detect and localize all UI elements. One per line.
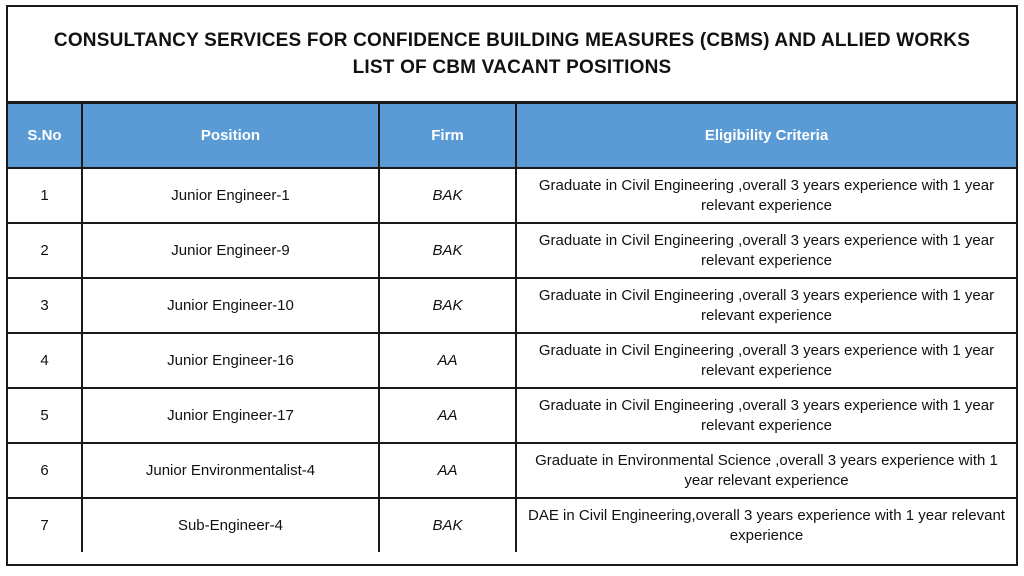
header-eligibility-criteria: Eligibility Criteria xyxy=(515,104,1016,169)
cell-criteria: Graduate in Civil Engineering ,overall 3… xyxy=(515,167,1016,224)
cell-position: Junior Engineer-17 xyxy=(81,387,380,444)
cell-sno: 4 xyxy=(8,332,83,389)
cell-sno: 1 xyxy=(8,167,83,224)
table-row: 6 Junior Environmentalist-4 AA Graduate … xyxy=(8,442,1016,499)
cell-sno: 2 xyxy=(8,222,83,279)
cell-sno: 5 xyxy=(8,387,83,444)
cell-criteria: Graduate in Environmental Science ,overa… xyxy=(515,442,1016,499)
table-row: 4 Junior Engineer-16 AA Graduate in Civi… xyxy=(8,332,1016,389)
cell-position: Junior Engineer-16 xyxy=(81,332,380,389)
cell-position: Junior Engineer-1 xyxy=(81,167,380,224)
header-position: Position xyxy=(81,104,380,169)
cell-firm: AA xyxy=(378,442,517,499)
cell-sno: 3 xyxy=(8,277,83,334)
header-firm: Firm xyxy=(378,104,517,169)
document-frame: CONSULTANCY SERVICES FOR CONFIDENCE BUIL… xyxy=(6,5,1018,566)
cell-firm: AA xyxy=(378,332,517,389)
cell-firm: BAK xyxy=(378,497,517,552)
cell-criteria: DAE in Civil Engineering,overall 3 years… xyxy=(515,497,1016,552)
table-row: 3 Junior Engineer-10 BAK Graduate in Civ… xyxy=(8,277,1016,334)
title-block: CONSULTANCY SERVICES FOR CONFIDENCE BUIL… xyxy=(8,7,1016,104)
cell-position: Junior Engineer-10 xyxy=(81,277,380,334)
cell-criteria: Graduate in Civil Engineering ,overall 3… xyxy=(515,222,1016,279)
cell-firm: BAK xyxy=(378,277,517,334)
table-row: 2 Junior Engineer-9 BAK Graduate in Civi… xyxy=(8,222,1016,279)
cell-position: Sub-Engineer-4 xyxy=(81,497,380,552)
cell-criteria: Graduate in Civil Engineering ,overall 3… xyxy=(515,277,1016,334)
header-sno: S.No xyxy=(8,104,83,169)
vacancy-table: S.No Position Firm Eligibility Criteria … xyxy=(8,104,1016,552)
cell-position: Junior Environmentalist-4 xyxy=(81,442,380,499)
document-title: CONSULTANCY SERVICES FOR CONFIDENCE BUIL… xyxy=(53,30,971,51)
cell-firm: AA xyxy=(378,387,517,444)
cell-firm: BAK xyxy=(378,167,517,224)
cell-criteria: Graduate in Civil Engineering ,overall 3… xyxy=(515,332,1016,389)
document-subtitle: LIST OF CBM VACANT POSITIONS xyxy=(352,57,672,78)
table-row: 5 Junior Engineer-17 AA Graduate in Civi… xyxy=(8,387,1016,444)
cell-criteria: Graduate in Civil Engineering ,overall 3… xyxy=(515,387,1016,444)
cell-position: Junior Engineer-9 xyxy=(81,222,380,279)
cell-sno: 6 xyxy=(8,442,83,499)
table-row: 7 Sub-Engineer-4 BAK DAE in Civil Engine… xyxy=(8,497,1016,552)
table-row: 1 Junior Engineer-1 BAK Graduate in Civi… xyxy=(8,167,1016,224)
cell-firm: BAK xyxy=(378,222,517,279)
cell-sno: 7 xyxy=(8,497,83,552)
table-header-row: S.No Position Firm Eligibility Criteria xyxy=(8,104,1016,169)
